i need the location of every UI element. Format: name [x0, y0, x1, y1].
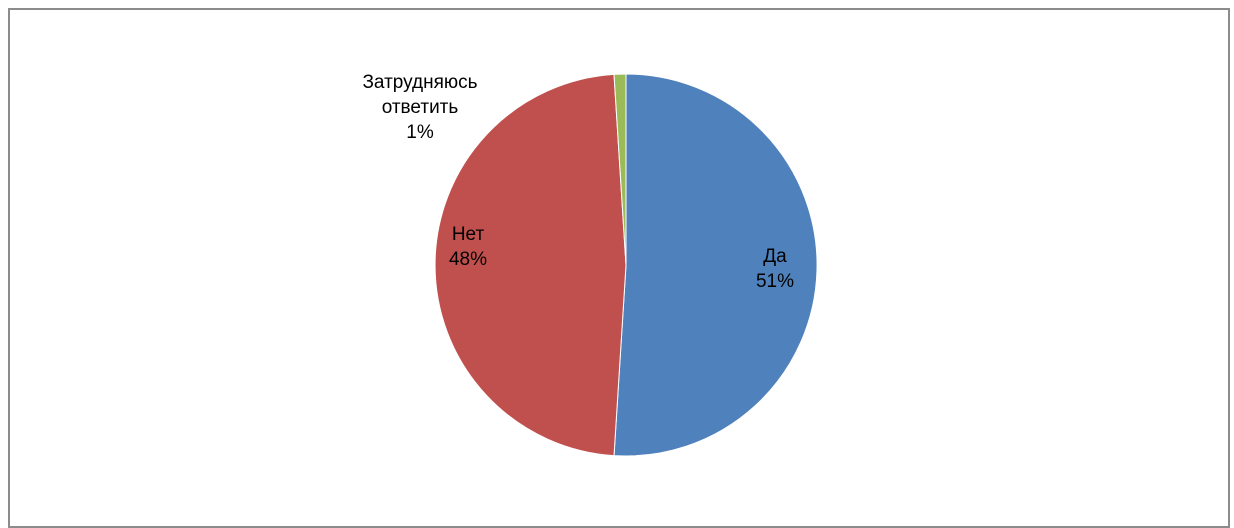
pie-slice	[613, 73, 818, 457]
data-label: Затрудняюсь ответить 1%	[362, 72, 477, 143]
data-label: Нет 48%	[449, 224, 487, 270]
pie-slice	[434, 73, 627, 457]
pie-labels: Да 51% Нет 48% Затрудняюсь ответить 1%	[362, 72, 794, 292]
pie-slice	[613, 73, 627, 266]
pie-chart: Да 51% Нет 48% Затрудняюсь ответить 1%	[362, 72, 818, 457]
data-label: Да 51%	[756, 246, 794, 292]
pie-slices	[434, 73, 818, 457]
